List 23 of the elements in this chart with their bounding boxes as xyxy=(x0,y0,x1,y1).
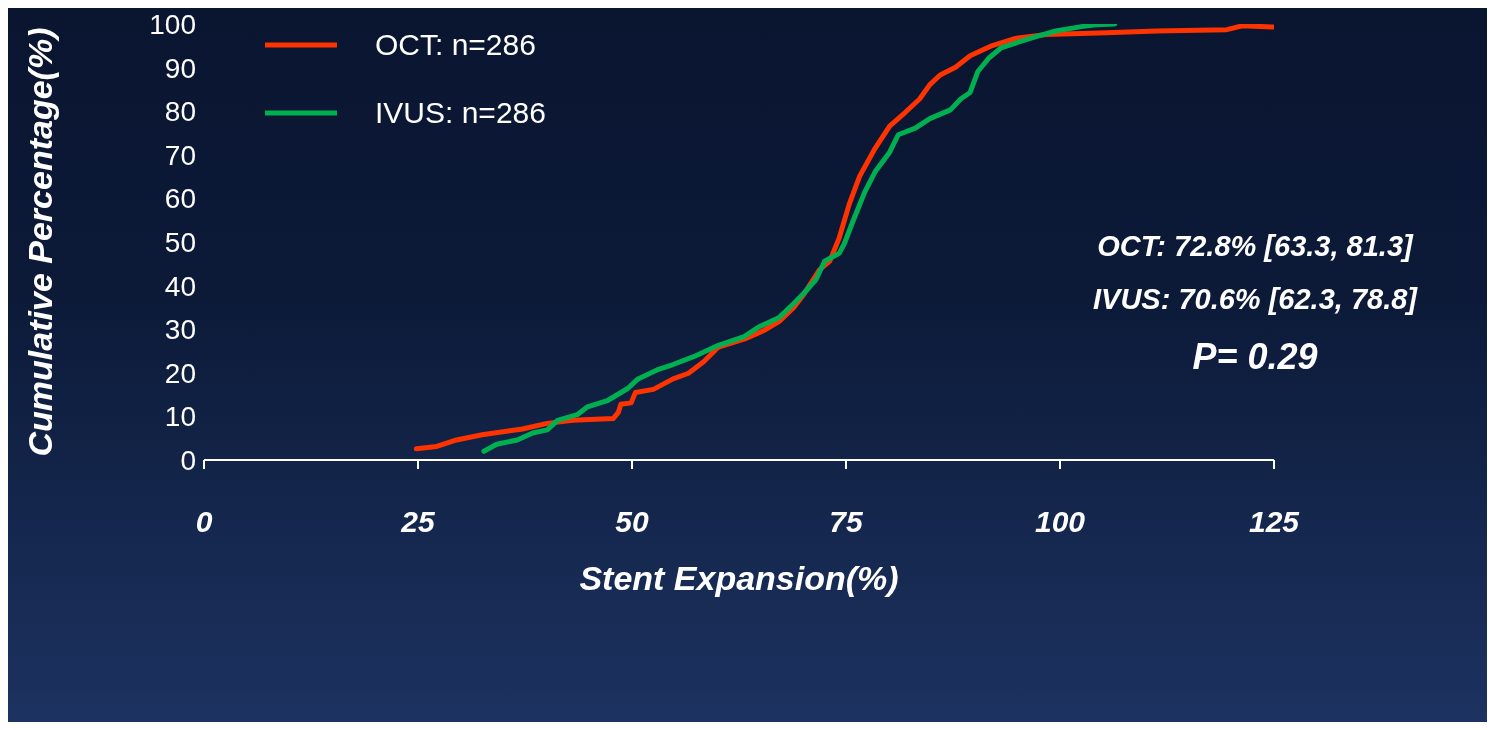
y-tick-label: 70 xyxy=(164,139,196,171)
y-tick-label: 80 xyxy=(164,96,196,128)
x-tick-label: 75 xyxy=(829,505,864,539)
legend-label: IVUS: n=286 xyxy=(375,96,546,130)
annotation: OCT: 72.8% [63.3, 81.3] xyxy=(1097,230,1413,263)
x-axis-title: Stent Expansion(%) xyxy=(579,559,899,597)
y-tick-label: 90 xyxy=(164,52,196,84)
x-tick-label: 100 xyxy=(1034,505,1086,539)
y-tick-label: 40 xyxy=(164,270,196,302)
y-tick-label: 20 xyxy=(164,357,196,389)
y-tick-label: 30 xyxy=(164,314,196,346)
x-tick-label: 125 xyxy=(1248,505,1301,539)
y-tick-label: 50 xyxy=(164,226,196,258)
x-tick-label: 25 xyxy=(400,505,436,539)
x-tick-label: 50 xyxy=(615,505,649,539)
y-tick-label: 10 xyxy=(164,401,196,433)
annotation: IVUS: 70.6% [62.3, 78.8] xyxy=(1093,283,1417,316)
y-tick-label: 0 xyxy=(180,444,196,476)
y-tick-label: 100 xyxy=(149,8,196,40)
legend-label: OCT: n=286 xyxy=(375,28,536,62)
y-axis-title: Cumulative Percentage(%) xyxy=(21,27,60,457)
annotation: P= 0.29 xyxy=(1192,336,1318,378)
y-tick-label: 60 xyxy=(164,183,196,215)
